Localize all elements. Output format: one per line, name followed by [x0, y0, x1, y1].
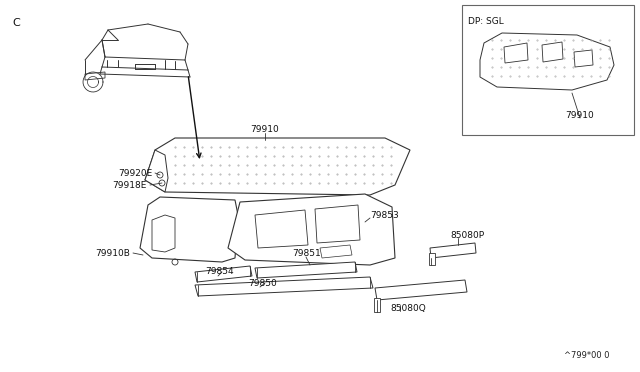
Polygon shape	[85, 72, 105, 80]
Polygon shape	[375, 280, 467, 300]
Polygon shape	[255, 262, 357, 278]
Polygon shape	[504, 43, 528, 63]
Text: 79910: 79910	[251, 125, 280, 135]
Polygon shape	[315, 205, 360, 243]
Text: 79854: 79854	[205, 267, 234, 276]
Polygon shape	[195, 266, 252, 282]
Polygon shape	[320, 245, 352, 258]
Polygon shape	[255, 210, 308, 248]
Text: 79853: 79853	[370, 211, 399, 219]
Polygon shape	[140, 197, 238, 262]
Polygon shape	[145, 138, 410, 195]
Text: 79910B: 79910B	[95, 248, 130, 257]
Polygon shape	[228, 194, 395, 265]
Text: 79920E: 79920E	[118, 169, 152, 177]
Text: 85080P: 85080P	[450, 231, 484, 240]
Polygon shape	[430, 243, 476, 258]
Text: ^799*00 0: ^799*00 0	[564, 351, 610, 360]
Text: 79910: 79910	[566, 111, 595, 120]
Polygon shape	[152, 215, 175, 252]
Text: 79850: 79850	[248, 279, 276, 288]
Polygon shape	[145, 150, 168, 192]
Bar	[462, 5, 634, 135]
Polygon shape	[429, 253, 435, 265]
Text: 79851: 79851	[292, 248, 321, 257]
Text: 85080Q: 85080Q	[390, 304, 426, 312]
Polygon shape	[574, 50, 593, 67]
Polygon shape	[195, 277, 373, 296]
Text: 79918E: 79918E	[112, 180, 147, 189]
Text: C: C	[12, 18, 20, 28]
Polygon shape	[374, 298, 380, 312]
Polygon shape	[480, 33, 614, 90]
Text: DP: SGL: DP: SGL	[468, 17, 504, 26]
Polygon shape	[542, 42, 563, 62]
